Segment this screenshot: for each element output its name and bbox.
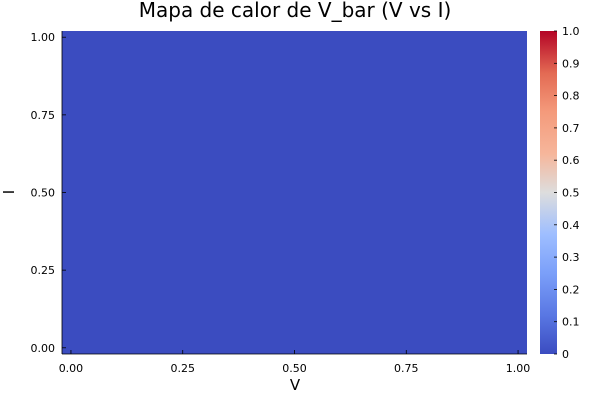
y-tick-label: 1.00 bbox=[31, 31, 56, 44]
chart-title: Mapa de calor de V_bar (V vs I) bbox=[139, 0, 452, 22]
colorbar-tick-label: 0.4 bbox=[562, 219, 580, 232]
colorbar-tick-label: 0.6 bbox=[562, 154, 580, 167]
x-tick-label: 0.75 bbox=[394, 362, 419, 375]
y-tick-label: 0.00 bbox=[31, 342, 56, 355]
colorbar-tick-label: 0.3 bbox=[562, 251, 580, 264]
x-tick-label: 0.00 bbox=[59, 362, 84, 375]
x-axis-label: V bbox=[290, 376, 301, 394]
colorbar-tick-label: 1.0 bbox=[562, 25, 580, 38]
x-tick-label: 0.50 bbox=[282, 362, 307, 375]
y-axis-label: I bbox=[0, 190, 18, 194]
colorbar-tick-label: 0.7 bbox=[562, 122, 580, 135]
y-tick-label: 0.50 bbox=[31, 187, 56, 200]
colorbar bbox=[540, 31, 557, 354]
x-tick-label: 1.00 bbox=[506, 362, 531, 375]
colorbar-tick-label: 0.5 bbox=[562, 187, 580, 200]
y-axis-ticks: 0.00 0.25 0.50 0.75 1.00 bbox=[31, 31, 66, 355]
heatmap-cell bbox=[62, 31, 527, 354]
x-axis-ticks: 0.00 0.25 0.50 0.75 1.00 bbox=[59, 350, 531, 375]
y-tick-label: 0.25 bbox=[31, 264, 56, 277]
colorbar-tick-label: 0.9 bbox=[562, 57, 580, 70]
colorbar-tick-label: 0.2 bbox=[562, 283, 580, 296]
x-tick-label: 0.25 bbox=[170, 362, 195, 375]
y-tick-label: 0.75 bbox=[31, 109, 56, 122]
colorbar-tick-label: 0.8 bbox=[562, 90, 580, 103]
colorbar-ticks: 0 0.1 0.2 0.3 0.4 0.5 0.6 0.7 0.8 0.9 1.0 bbox=[554, 25, 580, 361]
heatmap-cells bbox=[62, 31, 527, 354]
colorbar-tick-label: 0 bbox=[562, 348, 569, 361]
colorbar-tick-label: 0.1 bbox=[562, 316, 580, 329]
